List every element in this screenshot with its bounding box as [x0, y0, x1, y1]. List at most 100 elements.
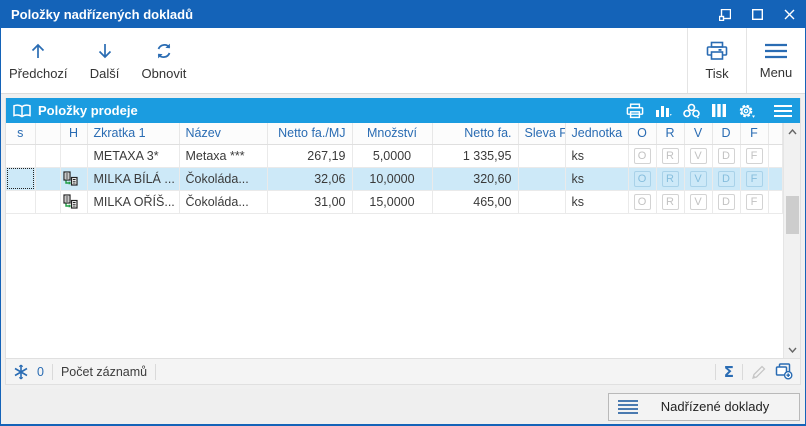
previous-button[interactable]: Předchozí: [1, 28, 76, 93]
cell-netto-mj[interactable]: 31,00: [267, 190, 353, 214]
flag-o-button[interactable]: O: [633, 193, 651, 210]
parent-documents-button[interactable]: Nadřízené doklady: [608, 392, 800, 421]
columns-icon[interactable]: [711, 103, 727, 118]
col-header-netto-mj[interactable]: Netto fa./MJ: [267, 123, 353, 145]
col-header-zkratka[interactable]: Zkratka 1: [87, 123, 180, 145]
cell-s-focused[interactable]: [6, 167, 36, 191]
panel-menu-icon[interactable]: [773, 104, 793, 118]
cell-zkratka[interactable]: METAXA 3*: [87, 144, 180, 168]
cell-h: [60, 167, 88, 191]
cell-sel[interactable]: [35, 144, 61, 168]
cell-zkratka[interactable]: MILKA OŘÍŠ...: [87, 190, 180, 214]
cell-nazev[interactable]: Čokoláda...: [179, 167, 268, 191]
col-header-flag-v[interactable]: V: [684, 123, 713, 145]
menu-label: Menu: [759, 64, 793, 80]
flag-v-button[interactable]: V: [689, 193, 707, 210]
scroll-up-icon[interactable]: [784, 123, 800, 140]
chart-icon[interactable]: [655, 103, 672, 118]
col-header-h[interactable]: H: [60, 123, 88, 145]
cell-nazev[interactable]: Metaxa ***: [179, 144, 268, 168]
refresh-icon: [154, 41, 174, 61]
footer-bar: Nadřízené doklady: [1, 389, 805, 424]
scroll-down-icon[interactable]: [784, 341, 800, 358]
cell-sel[interactable]: [35, 167, 61, 191]
flag-d-button[interactable]: D: [717, 170, 735, 187]
refresh-button[interactable]: Obnovit: [134, 28, 195, 93]
copy-add-icon[interactable]: [775, 363, 793, 380]
flag-o-button[interactable]: O: [633, 147, 651, 164]
cell-s[interactable]: [6, 190, 36, 214]
close-icon[interactable]: [773, 1, 805, 28]
col-header-sel[interactable]: [35, 123, 61, 145]
flag-v-button[interactable]: V: [689, 170, 707, 187]
next-button[interactable]: Další: [76, 28, 134, 93]
col-header-flag-d[interactable]: D: [712, 123, 741, 145]
hamburger-icon: [764, 42, 788, 60]
print-grid-icon[interactable]: [626, 102, 644, 119]
panel-header: Položky prodeje: [6, 98, 800, 123]
cell-sel[interactable]: [35, 190, 61, 214]
table-row[interactable]: METAXA 3* Metaxa *** 267,19 5,0000 1 335…: [6, 144, 783, 168]
flag-f-button[interactable]: F: [745, 147, 763, 164]
panel-header-icons: [626, 102, 793, 119]
flag-r-button[interactable]: R: [661, 147, 679, 164]
flag-r-button[interactable]: R: [661, 170, 679, 187]
col-header-sleva[interactable]: Sleva F: [518, 123, 566, 145]
flag-f-button[interactable]: F: [745, 170, 763, 187]
cell-zkratka[interactable]: MILKA BÍLÁ ...: [87, 167, 180, 191]
group-analysis-icon[interactable]: [683, 103, 700, 119]
col-header-netto[interactable]: Netto fa.: [432, 123, 519, 145]
previous-label: Předchozí: [9, 65, 68, 81]
edit-pencil-icon[interactable]: [751, 364, 767, 380]
record-count: 0: [37, 364, 44, 379]
scrollbar-thumb[interactable]: [785, 196, 799, 234]
col-header-flag-o[interactable]: O: [628, 123, 657, 145]
header-row: s H Zkratka 1 Název Netto fa./MJ Množstv…: [6, 123, 783, 145]
cell-netto[interactable]: 320,60: [432, 167, 519, 191]
toolbar-separator: [687, 28, 688, 93]
cell-mnozstvi[interactable]: 5,0000: [352, 144, 433, 168]
sum-button[interactable]: Σ: [723, 362, 734, 381]
flag-v-button[interactable]: V: [689, 147, 707, 164]
flag-r-button[interactable]: R: [661, 193, 679, 210]
col-header-mnozstvi[interactable]: Množství: [352, 123, 433, 145]
cell-sleva[interactable]: [518, 190, 566, 214]
col-header-nazev[interactable]: Název: [179, 123, 268, 145]
col-header-jednotka[interactable]: Jednotka: [565, 123, 629, 145]
settings-gear-icon[interactable]: [738, 103, 756, 119]
status-bar: 0 Počet záznamů Σ: [6, 358, 800, 384]
table-row-selected[interactable]: MILKA BÍLÁ ... Čokoláda... 32,06 10,0000…: [6, 167, 783, 191]
cell-sleva[interactable]: [518, 144, 566, 168]
vertical-scrollbar[interactable]: [783, 123, 800, 358]
cell-jednotka[interactable]: ks: [565, 144, 629, 168]
window-controls: [709, 1, 805, 28]
cell-mnozstvi[interactable]: 10,0000: [352, 167, 433, 191]
cell-s[interactable]: [6, 144, 36, 168]
maximize-icon[interactable]: [741, 1, 773, 28]
flag-f-button[interactable]: F: [745, 193, 763, 210]
table-row[interactable]: MILKA OŘÍŠ... Čokoláda... 31,00 15,0000 …: [6, 190, 783, 214]
cell-jednotka[interactable]: ks: [565, 167, 629, 191]
col-header-s[interactable]: s: [6, 123, 36, 145]
cell-nazev[interactable]: Čokoláda...: [179, 190, 268, 214]
flag-d-button[interactable]: D: [717, 193, 735, 210]
cell-mnozstvi[interactable]: 15,0000: [352, 190, 433, 214]
cell-netto-mj[interactable]: 32,06: [267, 167, 353, 191]
menu-button[interactable]: Menu: [747, 28, 805, 93]
cell-netto-mj[interactable]: 267,19: [267, 144, 353, 168]
flag-o-button[interactable]: O: [633, 170, 651, 187]
flag-d-button[interactable]: D: [717, 147, 735, 164]
cell-netto[interactable]: 1 335,95: [432, 144, 519, 168]
printer-icon: [706, 41, 728, 61]
list-icon: [617, 399, 639, 415]
float-window-icon[interactable]: [709, 1, 741, 28]
snowflake-icon[interactable]: [13, 364, 29, 380]
cell-jednotka[interactable]: ks: [565, 190, 629, 214]
cell-netto[interactable]: 465,00: [432, 190, 519, 214]
col-header-flag-f[interactable]: F: [740, 123, 769, 145]
print-button[interactable]: Tisk: [688, 28, 746, 93]
col-header-flag-r[interactable]: R: [656, 123, 685, 145]
titlebar[interactable]: Položky nadřízených dokladů: [1, 1, 805, 28]
cell-sleva[interactable]: [518, 167, 566, 191]
